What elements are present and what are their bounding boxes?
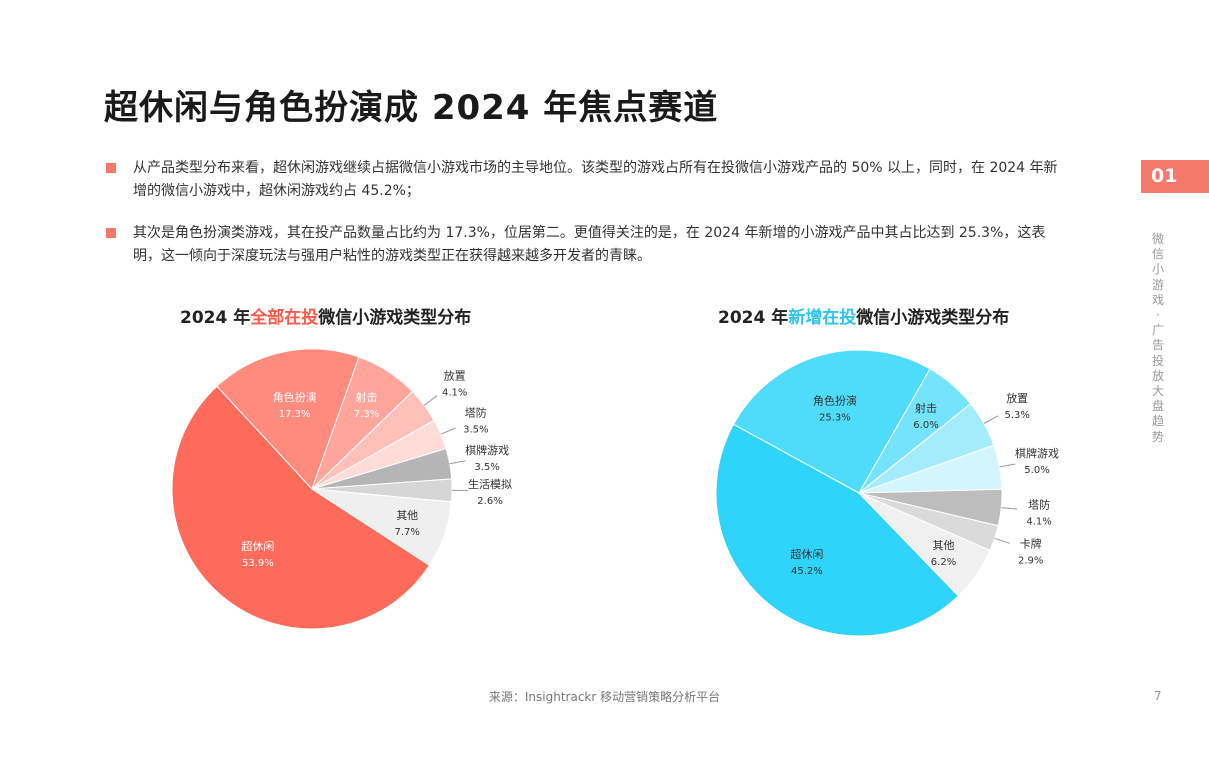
- pie-chart-0: 超休闲 53.9% 角色扮演 17.3% 射击 7.3% 放置 4.1% 塔防 3.5% 棋牌游戏 3…: [171, 348, 512, 630]
- slice-label: 塔防: [1028, 498, 1050, 512]
- slice-label: 其他: [933, 539, 955, 552]
- slice-value-label: 7.3%: [354, 409, 379, 420]
- leader-line: [994, 537, 1010, 544]
- slice-label: 放置: [444, 369, 466, 383]
- slice-label: 射击: [356, 390, 378, 404]
- slice-label: 卡牌: [1020, 536, 1042, 550]
- slice-value-label: 2.6%: [477, 496, 502, 507]
- bullet-text: 其次是角色扮演类游戏，其在投产品数量占比约为 17.3%，位居第二。更值得关注的…: [133, 225, 1046, 264]
- chart-title-new: 2024 年新增在投微信小游戏类型分布: [718, 303, 1009, 328]
- slice-value-label: 5.3%: [1004, 410, 1029, 421]
- slice-value-label: 7.7%: [394, 527, 419, 538]
- leader-line: [999, 463, 1016, 468]
- slice-value-label: 4.1%: [442, 388, 467, 399]
- slice-label: 角色扮演: [813, 394, 857, 408]
- slice-value-label: 6.2%: [931, 557, 956, 568]
- slice-label: 射击: [915, 401, 937, 415]
- slice-label: 塔防: [465, 405, 487, 419]
- slice-value-label: 45.2%: [791, 566, 823, 577]
- bullet-point: 从产品类型分布来看，超休闲游戏继续占据微信小游戏市场的主导地位。该类型的游戏占所…: [106, 157, 1066, 203]
- pie-slice: [311, 488, 452, 566]
- side-section-label: 微信小游戏 · 广告投放大盘趋势: [1151, 232, 1164, 444]
- slice-label: 棋牌游戏: [465, 443, 509, 457]
- pie-slice: [715, 423, 960, 637]
- leader-line: [423, 395, 438, 406]
- pie-chart-1: 超休闲 45.2% 角色扮演 25.3% 射击 6.0% 放置 5.3% 棋牌游戏 5.0% 塔防 4…: [715, 349, 1059, 637]
- pie-slice: [858, 492, 991, 597]
- slice-label: 其他: [396, 509, 418, 522]
- leader-line: [983, 415, 999, 424]
- chart-title-highlight: 新增在投: [788, 308, 857, 328]
- slice-label: 棋牌游戏: [1015, 446, 1059, 460]
- chart-title-prefix: 2024 年: [718, 308, 789, 328]
- slice-value-label: 3.5%: [474, 462, 499, 473]
- page-number: 7: [1154, 689, 1162, 703]
- slice-label: 生活模拟: [468, 477, 512, 491]
- bullet-square-icon: [106, 228, 116, 238]
- section-number-badge: 01: [1141, 160, 1209, 193]
- slice-value-label: 3.5%: [463, 424, 488, 435]
- slice-value-label: 2.9%: [1018, 555, 1043, 566]
- bullet-point: 其次是角色扮演类游戏，其在投产品数量占比约为 17.3%，位居第二。更值得关注的…: [106, 222, 1066, 268]
- slice-value-label: 53.9%: [242, 558, 274, 569]
- leader-line: [449, 460, 466, 465]
- slice-label: 角色扮演: [273, 390, 317, 404]
- pie-slice: [732, 349, 931, 494]
- slice-value-label: 17.3%: [279, 409, 311, 420]
- pie-slice: [216, 348, 360, 490]
- chart-title-all: 2024 年全部在投微信小游戏类型分布: [180, 303, 471, 328]
- bullet-square-icon: [106, 163, 116, 173]
- chart-title-prefix: 2024 年: [180, 308, 251, 328]
- slice-value-label: 5.0%: [1024, 465, 1049, 476]
- slice-label: 放置: [1006, 391, 1028, 405]
- leader-line: [440, 427, 456, 435]
- slice-value-label: 4.1%: [1026, 517, 1051, 528]
- slice-value-label: 25.3%: [819, 413, 851, 424]
- leader-line: [1001, 507, 1018, 510]
- chart-title-suffix: 微信小游戏类型分布: [318, 308, 472, 328]
- source-note: 来源：Insightrackr 移动营销策略分析平台: [488, 690, 721, 704]
- chart-title-suffix: 微信小游戏类型分布: [856, 308, 1010, 328]
- slice-label: 超休闲: [241, 539, 274, 553]
- bullet-text: 从产品类型分布来看，超休闲游戏继续占据微信小游戏市场的主导地位。该类型的游戏占所…: [133, 160, 1058, 199]
- pie-slice: [171, 385, 431, 630]
- page-title: 超休闲与角色扮演成 2024 年焦点赛道: [104, 88, 719, 128]
- slice-value-label: 6.0%: [913, 420, 938, 431]
- slice-label: 超休闲: [790, 547, 823, 561]
- chart-title-highlight: 全部在投: [250, 308, 319, 328]
